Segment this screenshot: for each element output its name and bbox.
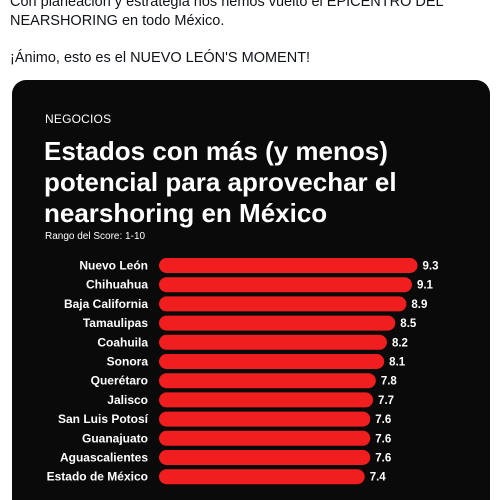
bar-row: Baja California 8.9 (64, 296, 427, 312)
bar-category-label: Coahuila (97, 335, 148, 349)
bar-category-label: Sonora (107, 355, 149, 369)
bar-category-label: Jalisco (107, 393, 148, 407)
bar-row: Estado de México 7.4 (47, 469, 387, 485)
bar-value-label: 9.1 (417, 280, 434, 292)
bar (159, 334, 387, 350)
bar-value-label: 8.1 (389, 357, 406, 369)
bar-category-label: Estado de México (47, 470, 148, 484)
bar-value-label: 7.6 (375, 453, 391, 465)
tweet-media-image[interactable]: NEGOCIOS Estados con más (y menos) poten… (12, 80, 490, 500)
bar-value-label: 7.7 (378, 395, 394, 407)
bar-row: Chihuahua 9.1 (86, 277, 434, 293)
bar-row: Guanajuato 7.6 (82, 430, 391, 446)
bar (159, 469, 365, 485)
tweet-line-1: Con planeación y estrategia nos hemos vu… (10, 0, 444, 10)
bar-chart: Nuevo León 9.3 Chihuahua 9.1 Baja California… (47, 258, 439, 485)
bar (159, 450, 371, 465)
bar-category-label: San Luis Potosí (58, 412, 149, 426)
bar-category-label: Tamaulipas (83, 316, 148, 330)
category-label: NEGOCIOS (45, 112, 112, 126)
bar (159, 411, 371, 427)
bar (159, 430, 371, 446)
bar-value-label: 7.8 (381, 376, 398, 388)
bar-value-label: 7.6 (375, 414, 391, 426)
bar-row: Tamaulipas 8.5 (83, 315, 417, 331)
bar-value-label: 8.2 (392, 337, 408, 349)
bar-value-label: 9.3 (423, 261, 439, 273)
bar (159, 296, 407, 312)
bar (159, 373, 376, 389)
bar-category-label: Baja California (64, 297, 148, 311)
bar-value-label: 7.4 (370, 472, 387, 484)
bar (159, 258, 418, 273)
tweet-paragraph-1: Con planeación y estrategia nos hemos vu… (10, 0, 498, 31)
bar-row: Nuevo León 9.3 (79, 258, 439, 273)
bar-row: San Luis Potosí 7.6 (58, 411, 391, 427)
bar-category-label: Querétaro (91, 374, 148, 388)
tweet-line-3: ¡Ánimo, esto es el NUEVO LEÓN'S MOMENT! (10, 50, 311, 66)
bar (159, 315, 396, 331)
bar-row: Coahuila 8.2 (97, 334, 408, 350)
bar-value-label: 8.5 (400, 318, 417, 330)
bar-category-label: Aguascalientes (60, 451, 148, 465)
bar-row: Sonora 8.1 (107, 354, 406, 369)
bar-row: Aguascalientes 7.6 (60, 450, 391, 465)
bar-row: Jalisco 7.7 (107, 392, 394, 408)
bar-category-label: Guanajuato (82, 431, 148, 445)
tweet-text: Con planeación y estrategia nos hemos vu… (10, 0, 498, 68)
chart-headline: Estados con más (y menos) potencial para… (44, 136, 397, 228)
bar-value-label: 7.6 (375, 433, 391, 445)
bar-row: Querétaro 7.8 (91, 373, 398, 389)
bar (159, 392, 374, 408)
bar (159, 277, 412, 293)
chart-subtitle: Rango del Score: 1-10 (45, 231, 146, 242)
bar-value-label: 8.9 (411, 299, 427, 311)
bar-category-label: Chihuahua (86, 278, 148, 292)
tweet-line-2: NEARSHORING en todo México. (10, 13, 225, 29)
bar-category-label: Nuevo León (79, 259, 148, 273)
bar (159, 354, 385, 369)
